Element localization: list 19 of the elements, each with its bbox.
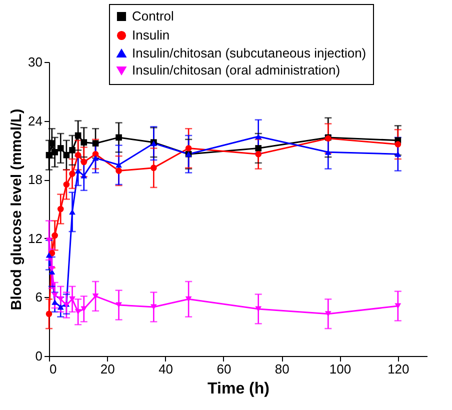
legend-label: Control: [132, 8, 174, 24]
legend-label: Insulin: [132, 28, 170, 42]
y-tick-label: 0: [35, 348, 42, 364]
legend-label: Insulin/chitosan (oral administration): [132, 62, 340, 78]
x-tick-label: 80: [274, 362, 290, 376]
y-tick-label: 6: [35, 290, 42, 305]
x-tick-label: 120: [388, 362, 410, 376]
x-tick-label: 100: [329, 362, 352, 376]
x-tick-label: 0: [50, 362, 57, 376]
x-tick-label: 60: [216, 362, 232, 376]
y-tick-label: 12: [28, 230, 42, 246]
y-tick-label: 24: [28, 113, 42, 128]
legend-label: Insulin/chitosan (subcutaneous injection): [132, 46, 366, 60]
y-tick-label: 18: [28, 172, 42, 188]
x-tick-label: 40: [158, 362, 174, 376]
y-axis-title: Blood glucose level (mmol/L): [9, 108, 26, 310]
x-axis-title: Time (h): [208, 380, 270, 398]
y-tick-label: 30: [28, 54, 42, 70]
x-tick-label: 20: [100, 362, 115, 376]
